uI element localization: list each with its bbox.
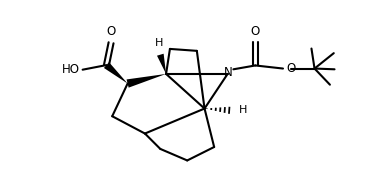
Text: HO: HO	[61, 63, 80, 76]
Text: O: O	[107, 25, 116, 38]
Text: H: H	[155, 38, 163, 48]
Polygon shape	[127, 74, 166, 88]
Text: O: O	[251, 25, 260, 38]
Text: O: O	[286, 62, 295, 75]
Polygon shape	[157, 54, 166, 74]
Text: H: H	[239, 106, 247, 115]
Polygon shape	[104, 62, 128, 84]
Text: N: N	[224, 66, 233, 79]
